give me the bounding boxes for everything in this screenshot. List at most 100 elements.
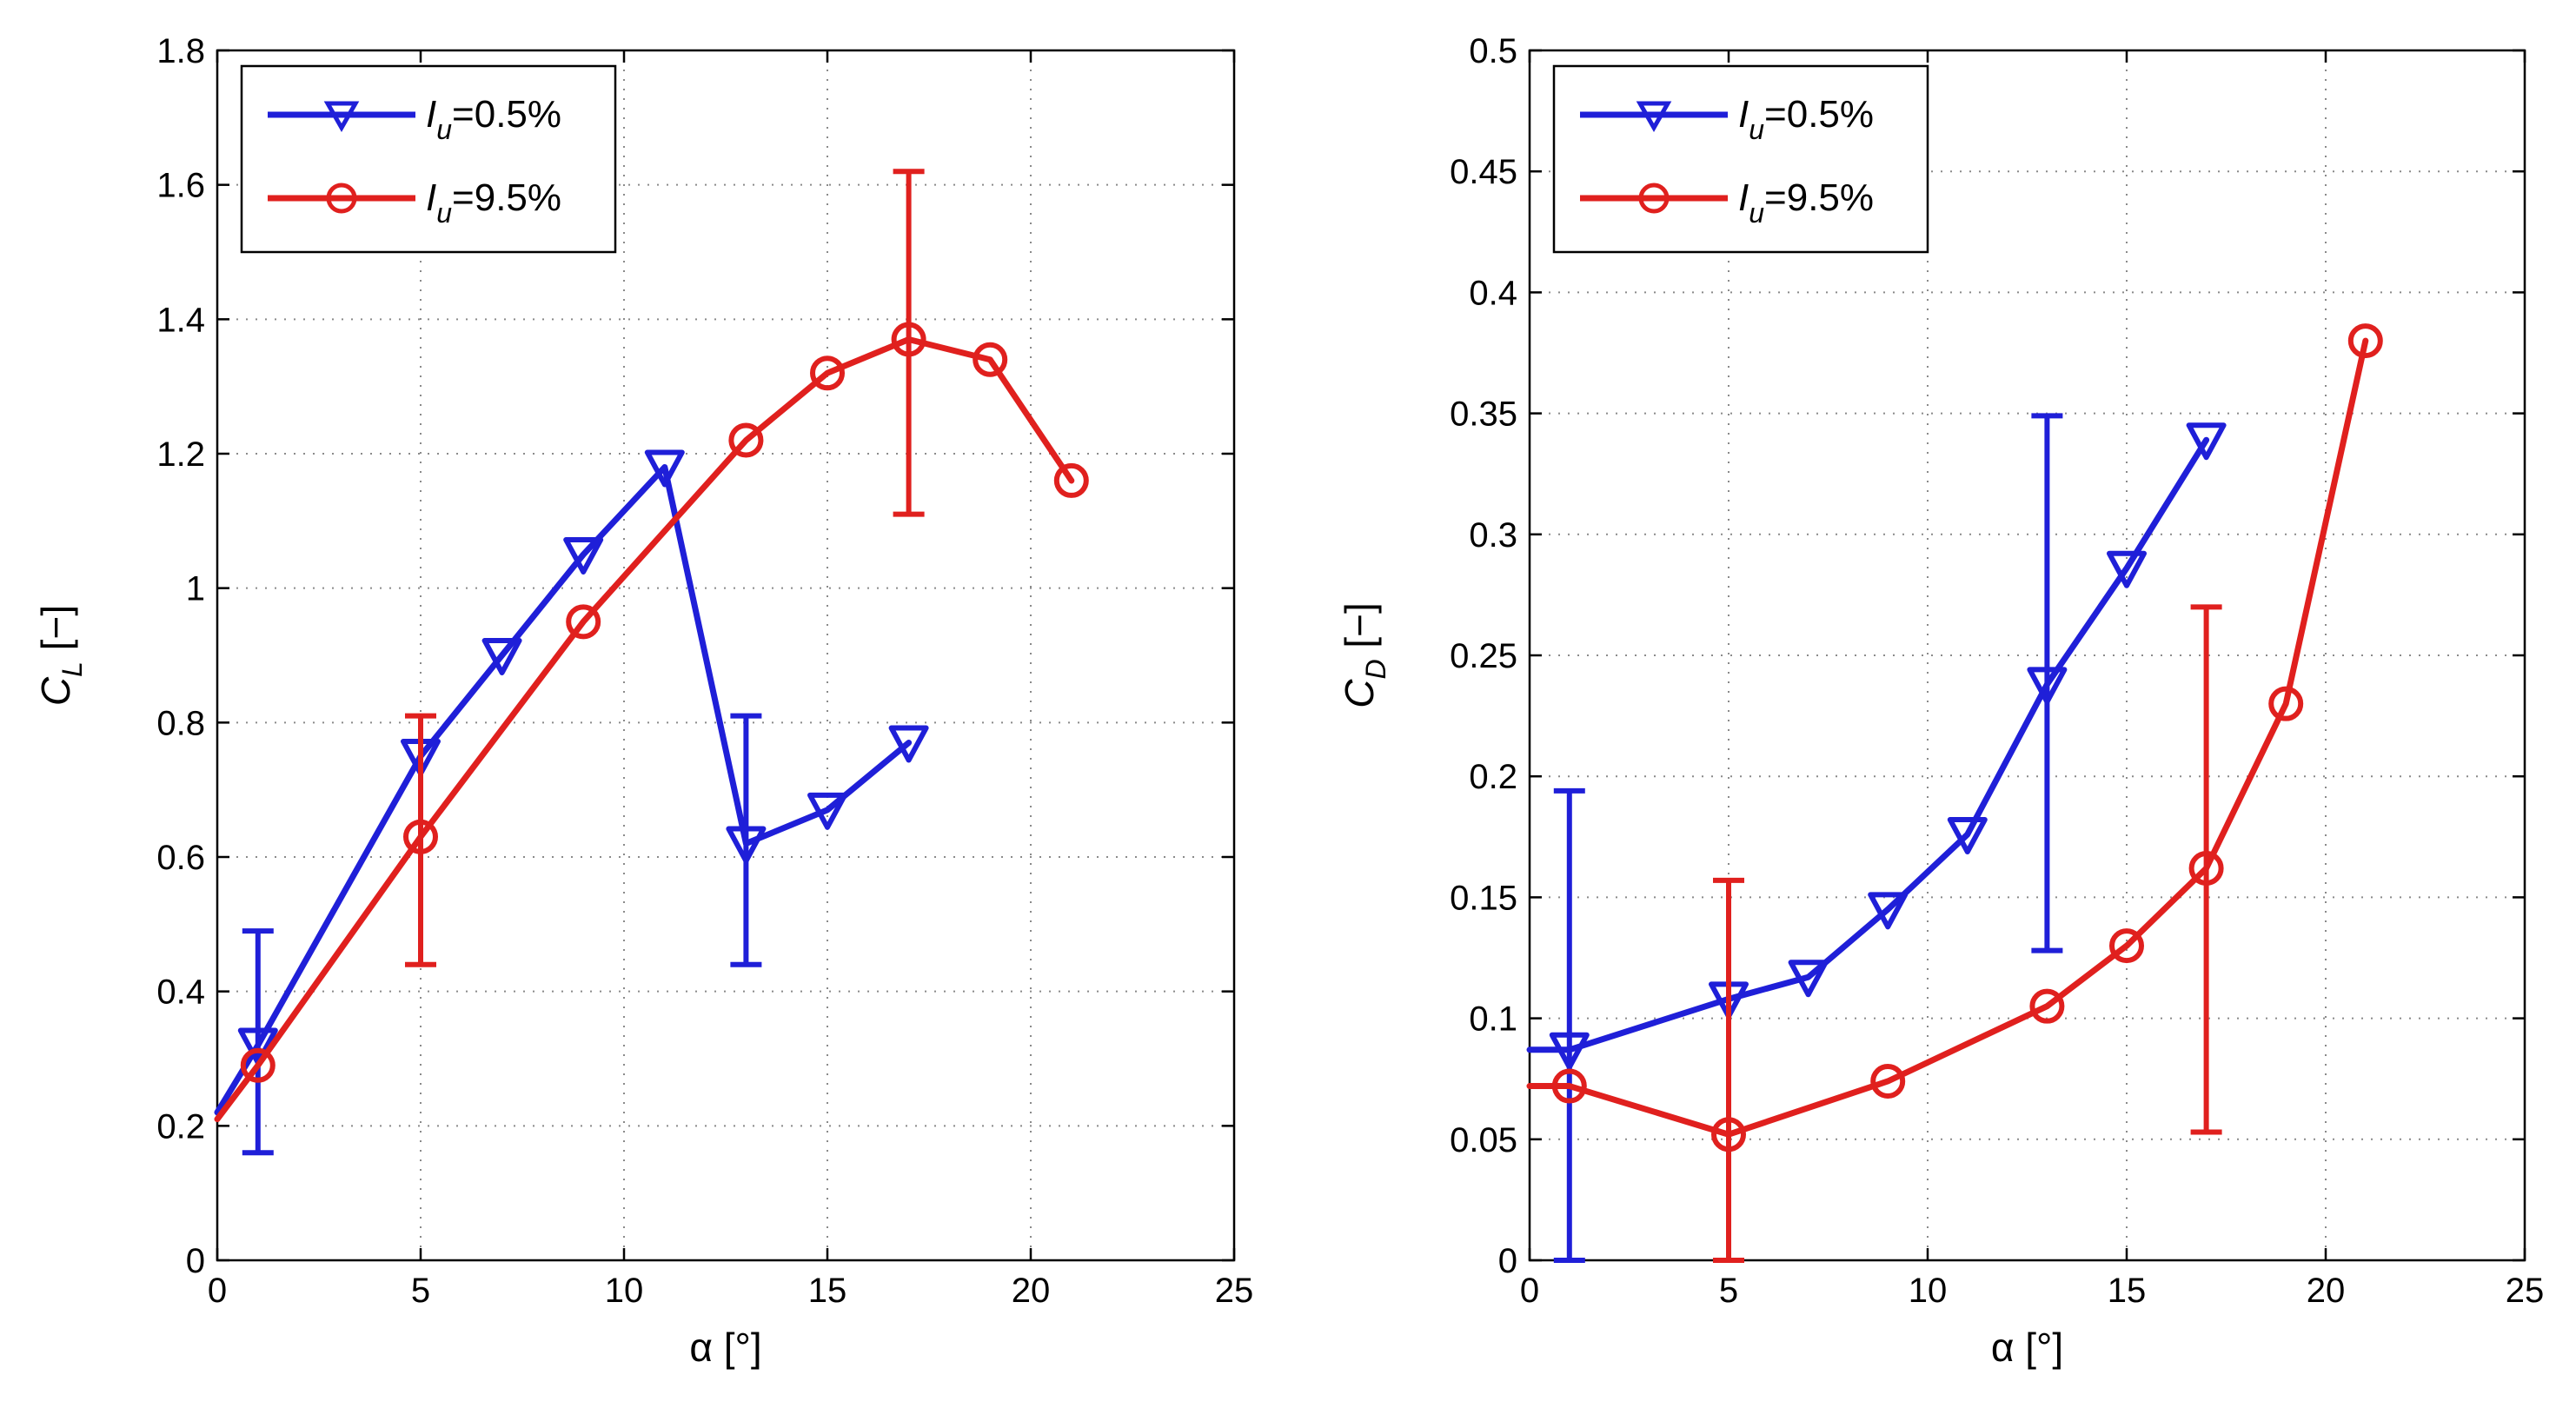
data-point-circle xyxy=(2109,928,2144,964)
y-tick-label: 0.35 xyxy=(1450,395,1517,434)
data-point-triangle xyxy=(2027,667,2068,705)
data-point-circle xyxy=(566,604,601,640)
data-point-circle xyxy=(1053,462,1089,498)
series-iu-0-5 xyxy=(214,449,929,1156)
y-tick-label: 0.3 xyxy=(1469,516,1517,555)
y-axis-label: CL [−] xyxy=(33,605,88,706)
x-tick-label: 5 xyxy=(1719,1272,1738,1310)
data-point-triangle xyxy=(2107,550,2147,588)
data-point-circle xyxy=(240,1047,276,1083)
data-point-circle xyxy=(891,322,926,357)
drag-coefficient-chart: 0 5 10 15 20 25 0 0.05 0.1 0.15 0.2 0.25 0.3 0.35 0.4 0… xyxy=(1337,32,2544,1370)
plot-frame xyxy=(216,49,1236,1262)
series-line xyxy=(214,463,913,1116)
data-point-circle xyxy=(2029,988,2065,1024)
x-tick-label: 15 xyxy=(2108,1272,2147,1310)
legend-item-iu-9-5: Iu=9.5% xyxy=(1580,176,1874,229)
data-point-triangle xyxy=(888,725,929,763)
legend-label-subscript: u xyxy=(436,114,452,145)
data-point-circle xyxy=(2268,686,2304,721)
legend-label-value: =9.5% xyxy=(1764,176,1874,219)
legend-label-subscript: u xyxy=(436,197,452,229)
data-point-triangle xyxy=(237,1027,278,1066)
data-point-triangle xyxy=(1788,960,1829,998)
legend-label-var: I xyxy=(1738,93,1749,136)
data-point-triangle xyxy=(1868,892,1909,930)
data-point-circle xyxy=(1711,1117,1746,1153)
lift-coefficient-chart: 0 5 10 15 20 25 0 0.2 0.4 0.6 0.8 1 1.2 1.4 1.6 1.8 α [°… xyxy=(33,32,1253,1370)
legend: Iu=0.5%Iu=9.5% xyxy=(240,64,617,254)
legend-marker-triangle xyxy=(1636,101,1672,133)
legend-label: Iu=9.5% xyxy=(1738,176,1874,229)
data-point-circle xyxy=(973,342,1008,377)
y-tick-label: 0.6 xyxy=(156,839,205,877)
y-tick-label: 1.8 xyxy=(156,32,205,70)
data-point-triangle xyxy=(1947,817,1988,855)
legend-label: Iu=0.5% xyxy=(1738,93,1874,145)
legend: Iu=0.5%Iu=9.5% xyxy=(1552,64,1929,254)
legend-label-var: I xyxy=(426,93,436,136)
data-point-triangle xyxy=(1549,1032,1590,1070)
legend-label-subscript: u xyxy=(1749,114,1764,145)
series-line xyxy=(1526,436,2210,1053)
data-point-circle xyxy=(810,355,845,391)
y-axis-label-symbol: C xyxy=(1337,679,1382,708)
legend-item-iu-0-5: Iu=0.5% xyxy=(268,93,561,145)
x-tick-label: 25 xyxy=(1215,1272,1254,1310)
y-tick-label: 0.1 xyxy=(1469,1000,1517,1039)
x-tick-label: 20 xyxy=(2307,1272,2346,1310)
series-iu-9-5 xyxy=(214,169,1089,1123)
series-line xyxy=(214,336,1075,1123)
data-point-triangle xyxy=(563,537,604,575)
legend-marker-triangle xyxy=(323,101,360,133)
data-point-circle xyxy=(403,819,438,854)
y-axis-label-subscript: L xyxy=(56,661,88,677)
series-iu-9-5 xyxy=(1526,323,2383,1263)
legend-label-var: I xyxy=(1738,176,1749,219)
y-tick-label: 0.25 xyxy=(1450,637,1517,675)
data-point-triangle xyxy=(2186,422,2227,461)
x-tick-label: 5 xyxy=(411,1272,430,1310)
y-tick-label: 0.2 xyxy=(156,1107,205,1146)
x-tick-label: 20 xyxy=(1012,1272,1051,1310)
y-tick-label: 0.4 xyxy=(1469,274,1517,312)
data-point-triangle xyxy=(644,449,685,488)
data-point-circle xyxy=(2188,850,2224,886)
legend-label-subscript: u xyxy=(1749,197,1764,229)
legend-label-var: I xyxy=(426,176,436,219)
x-tick-label: 10 xyxy=(1909,1272,1948,1310)
data-point-circle xyxy=(2347,323,2383,359)
x-tick-label: 15 xyxy=(808,1272,847,1310)
y-axis-label-subscript: D xyxy=(1360,659,1391,679)
x-axis-label: α [°] xyxy=(689,1325,761,1370)
legend-marker-circle xyxy=(326,183,357,214)
legend-label-value: =0.5% xyxy=(1764,93,1874,136)
legend-label-value: =9.5% xyxy=(452,176,561,219)
legend-label-value: =0.5% xyxy=(452,93,561,136)
x-tick-label: 25 xyxy=(2506,1272,2545,1310)
legend-box xyxy=(240,64,617,254)
legend-item-iu-0-5: Iu=0.5% xyxy=(1580,93,1874,145)
y-tick-label: 0.15 xyxy=(1450,879,1517,917)
x-tick-label: 0 xyxy=(208,1272,227,1310)
x-tick-label: 10 xyxy=(605,1272,644,1310)
y-tick-label: 0.2 xyxy=(1469,758,1517,796)
y-tick-label: 0.4 xyxy=(156,973,205,1012)
y-tick-label: 0.45 xyxy=(1450,153,1517,191)
y-tick-label: 0 xyxy=(186,1242,205,1280)
data-point-triangle xyxy=(807,792,847,830)
x-tick-label: 0 xyxy=(1520,1272,1539,1310)
y-tick-label: 0 xyxy=(1498,1242,1517,1280)
y-tick-label: 0.8 xyxy=(156,704,205,742)
y-axis-label-unit: [−] xyxy=(1337,602,1382,659)
y-axis-label-unit: [−] xyxy=(33,605,78,661)
y-tick-label: 1.4 xyxy=(156,301,205,339)
legend-label: Iu=0.5% xyxy=(426,93,561,145)
y-tick-label: 1.6 xyxy=(156,167,205,205)
data-point-triangle xyxy=(726,826,767,864)
data-point-triangle xyxy=(481,638,522,675)
legend-marker-circle xyxy=(1638,183,1670,214)
data-point-circle xyxy=(1551,1068,1587,1104)
x-axis-label: α [°] xyxy=(1991,1325,2063,1370)
